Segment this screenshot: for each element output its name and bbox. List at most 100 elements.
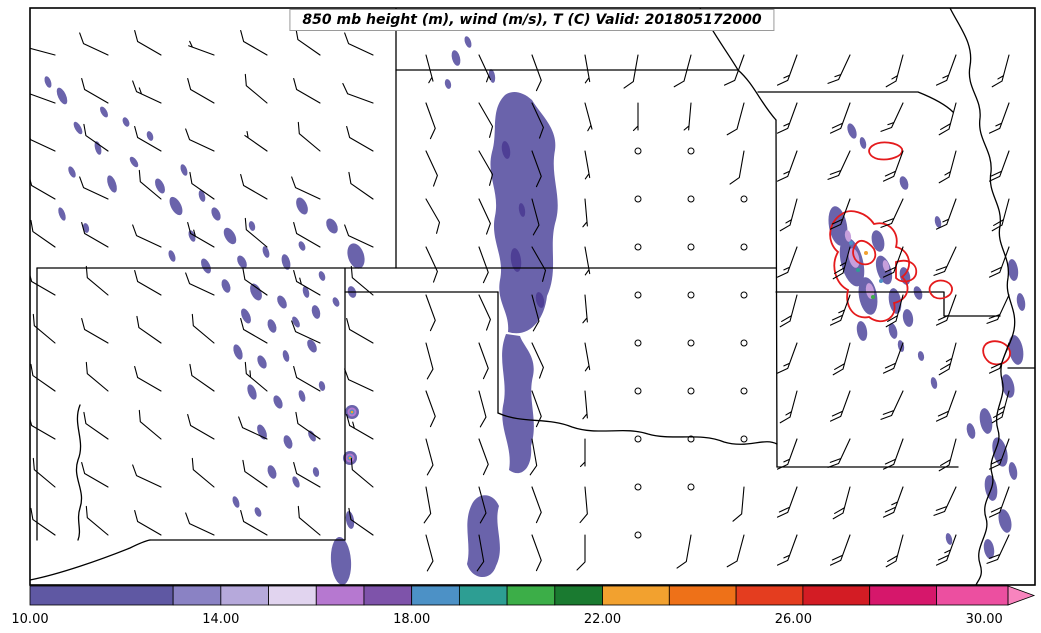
shaded-patch bbox=[221, 279, 231, 293]
shaded-patch bbox=[233, 344, 243, 360]
wind-barb bbox=[776, 534, 798, 566]
calm-wind-circle bbox=[740, 195, 748, 203]
wind-barb bbox=[132, 80, 162, 104]
wind-barb bbox=[885, 54, 904, 88]
shaded-patch bbox=[899, 176, 909, 190]
colorbar-tick-label: 14.00 bbox=[202, 612, 239, 627]
colorbar-segment bbox=[506, 585, 556, 606]
shaded-patch bbox=[318, 271, 326, 281]
wind-barb bbox=[240, 30, 268, 56]
wind-barb bbox=[531, 294, 540, 332]
wind-barb bbox=[83, 123, 109, 152]
shaded-patch bbox=[312, 467, 320, 477]
wind-barb bbox=[423, 486, 432, 524]
wind-barb bbox=[242, 267, 268, 296]
colorbar-tick-label: 18.00 bbox=[393, 612, 430, 627]
wind-barb bbox=[829, 294, 851, 326]
wind-barb bbox=[776, 342, 798, 374]
wind-barb bbox=[293, 222, 321, 248]
shaded-patch bbox=[122, 117, 130, 127]
shaded-patch bbox=[223, 227, 237, 245]
wind-barb bbox=[291, 320, 321, 344]
wind-barb bbox=[136, 315, 162, 344]
wind-barb bbox=[81, 222, 109, 248]
calm-wind-circle bbox=[687, 291, 695, 299]
wind-barb bbox=[779, 198, 798, 232]
wind-barb bbox=[240, 318, 268, 344]
shaded-patch bbox=[998, 509, 1012, 533]
wind-barb bbox=[726, 534, 745, 568]
colorbar-segment bbox=[172, 585, 222, 606]
colorbar-segment bbox=[220, 585, 269, 606]
wind-barb bbox=[776, 150, 798, 182]
shaded-patch bbox=[281, 254, 291, 270]
wind-barb bbox=[880, 198, 904, 228]
wind-barb bbox=[425, 102, 436, 140]
border-line bbox=[775, 119, 778, 468]
wind-barb bbox=[779, 294, 798, 328]
calm-wind-circle bbox=[687, 435, 695, 443]
wind-barb bbox=[85, 505, 109, 536]
shaded-patch bbox=[298, 390, 306, 402]
shaded-core bbox=[849, 241, 853, 245]
shaded-patch bbox=[913, 286, 923, 300]
calm-wind-circle bbox=[687, 387, 695, 395]
shaded-patch bbox=[1016, 293, 1026, 311]
wind-barb bbox=[185, 512, 215, 536]
colorbar-segment bbox=[458, 585, 508, 606]
wind-barb bbox=[81, 78, 109, 104]
border-line bbox=[775, 291, 1001, 317]
colorbar-tick-label: 30.00 bbox=[966, 612, 1003, 627]
shaded-patch bbox=[237, 255, 247, 269]
red-contour bbox=[829, 210, 910, 323]
wind-barb bbox=[531, 534, 542, 572]
wind-barb bbox=[829, 198, 851, 230]
wind-barb bbox=[85, 361, 109, 392]
wind-barb bbox=[988, 342, 1010, 374]
calm-wind-circle bbox=[634, 195, 642, 203]
red-contour bbox=[868, 141, 903, 161]
calm-wind-circle bbox=[740, 243, 748, 251]
wind-barb bbox=[138, 409, 162, 440]
wind-barb bbox=[935, 198, 957, 230]
wind-barb bbox=[531, 486, 542, 524]
wind-barb bbox=[882, 486, 904, 518]
colorbar-segment bbox=[802, 585, 871, 606]
colorbar: 10.00 14.00 18.00 22.00 26.00 30.00 bbox=[11, 585, 1036, 627]
shaded-patch bbox=[902, 309, 914, 327]
wind-barb bbox=[187, 78, 215, 104]
shaded-patch bbox=[292, 316, 300, 328]
wind-barb bbox=[138, 169, 162, 200]
wind-barb bbox=[827, 438, 851, 468]
wind-barb bbox=[829, 102, 851, 134]
calm-wind-circle bbox=[740, 291, 748, 299]
shaded-patch bbox=[298, 241, 306, 251]
calm-wind-circle bbox=[634, 435, 642, 443]
wind-barb bbox=[478, 246, 489, 284]
shaded-patch bbox=[198, 190, 206, 202]
calm-wind-circle bbox=[740, 339, 748, 347]
wind-barb bbox=[134, 510, 162, 536]
wind-barb bbox=[478, 390, 487, 428]
colorbar-segment bbox=[936, 585, 1009, 606]
shaded-patch bbox=[146, 131, 154, 141]
wind-barb bbox=[83, 411, 109, 440]
wind-barb bbox=[476, 534, 485, 572]
shaded-patch bbox=[332, 297, 340, 307]
shaded-patch bbox=[945, 533, 953, 545]
wind-barb bbox=[935, 54, 957, 86]
calm-wind-circle bbox=[740, 435, 748, 443]
wind-barb bbox=[584, 342, 591, 372]
shaded-patch bbox=[168, 250, 176, 262]
calm-wind-circle bbox=[687, 483, 695, 491]
shaded-patch bbox=[966, 423, 976, 439]
calm-wind-circle bbox=[634, 483, 642, 491]
wind-barb bbox=[189, 363, 215, 392]
wind-barb bbox=[30, 507, 56, 536]
shaded-patch bbox=[1008, 462, 1018, 480]
colorbar-tick-label: 26.00 bbox=[775, 612, 812, 627]
wind-barb bbox=[242, 459, 268, 488]
wind-barb bbox=[81, 318, 109, 344]
wind-barb bbox=[531, 54, 542, 92]
shaded-patch bbox=[273, 395, 283, 409]
